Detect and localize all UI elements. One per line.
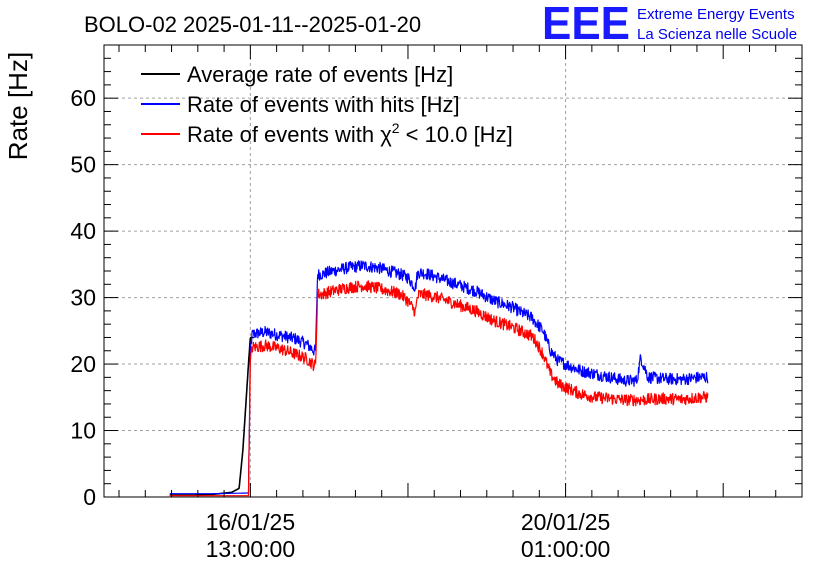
y-tick-label: 20 xyxy=(70,351,96,377)
x-tick-label-date: 16/01/25 xyxy=(206,509,296,535)
x-tick-label-time: 13:00:00 xyxy=(206,536,296,562)
y-tick-label: 50 xyxy=(70,152,96,178)
series-line-average xyxy=(169,336,255,496)
series-line-hits xyxy=(169,260,709,495)
y-tick-label: 60 xyxy=(70,85,96,111)
chart-title: BOLO-02 2025-01-11--2025-01-20 xyxy=(84,12,421,37)
legend: Average rate of events [Hz] Rate of event… xyxy=(141,62,513,147)
x-tick-label-date: 20/01/25 xyxy=(521,509,611,535)
eee-logo-line1: Extreme Energy Events xyxy=(637,6,795,23)
series-line-chi2 xyxy=(169,280,709,497)
y-tick-label: 0 xyxy=(83,484,96,510)
y-tick-label: 40 xyxy=(70,218,96,244)
legend-label-hits: Rate of events with hits [Hz] xyxy=(187,92,460,117)
legend-label-chi2: Rate of events with χ2 < 10.0 [Hz] xyxy=(187,120,513,147)
legend-label-average: Average rate of events [Hz] xyxy=(187,62,453,87)
y-tick-label: 30 xyxy=(70,285,96,311)
y-axis-label: Rate [Hz] xyxy=(3,52,33,160)
y-tick-label: 10 xyxy=(70,418,96,444)
x-tick-label-time: 01:00:00 xyxy=(521,536,611,562)
grid-lines xyxy=(104,45,802,497)
eee-logo-line2: La Scienza nelle Scuole xyxy=(637,26,797,43)
data-series xyxy=(169,260,709,497)
eee-logo: EEE xyxy=(542,0,630,49)
